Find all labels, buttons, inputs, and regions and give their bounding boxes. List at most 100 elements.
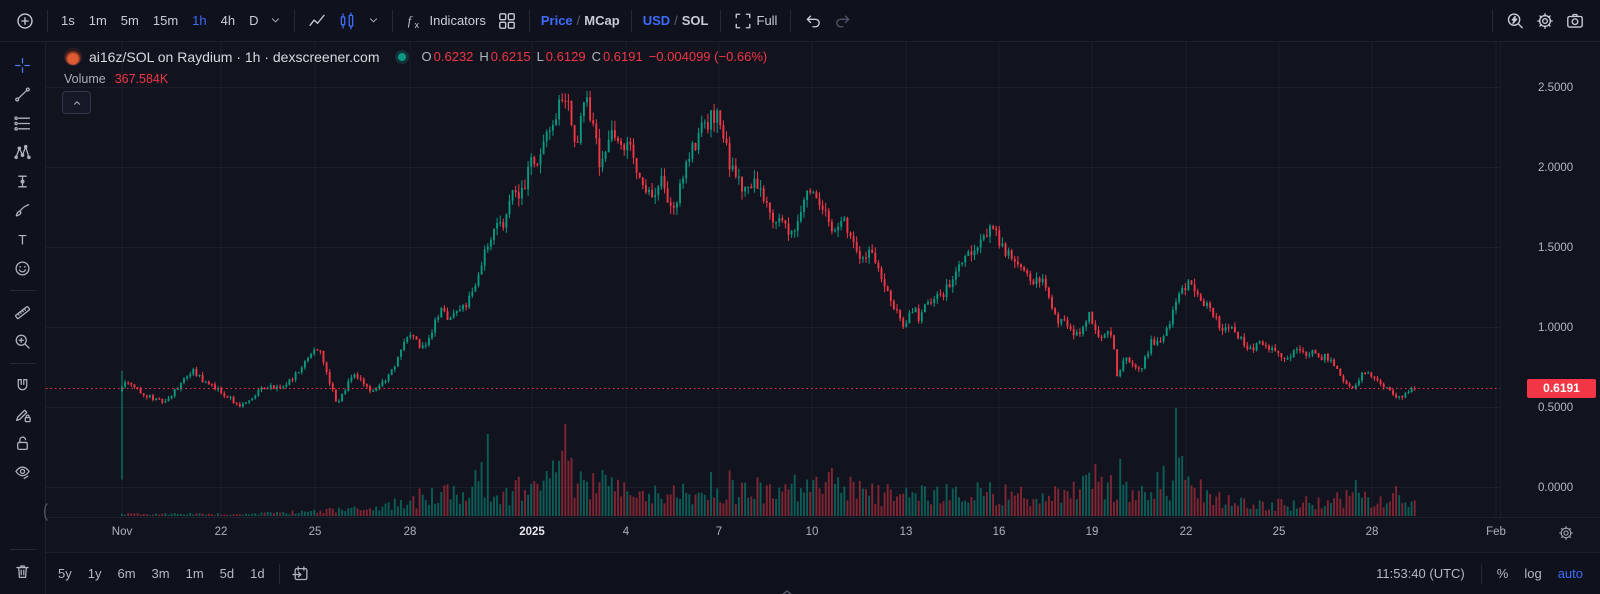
time-axis-label: 16 (992, 526, 1006, 538)
redo-button[interactable] (828, 8, 858, 34)
compare-add-button[interactable] (10, 8, 40, 34)
snapshot-button[interactable] (1560, 8, 1590, 34)
camera-icon (1566, 12, 1584, 30)
axis-settings-gear-icon[interactable] (1558, 525, 1574, 546)
emoji-tool[interactable] (7, 254, 39, 283)
remove-drawings-button[interactable] (7, 557, 39, 586)
brush-tool[interactable] (7, 196, 39, 225)
drawing-toolbar: T (0, 42, 46, 594)
price-chart[interactable] (46, 42, 1500, 517)
panel-resize-grip[interactable] (779, 584, 795, 594)
price-axis-label: 1.5000 (1538, 241, 1574, 254)
timeframe-menu-button[interactable] (264, 11, 287, 30)
volume-label[interactable]: Volume (64, 72, 106, 86)
crosshair-icon (14, 57, 31, 74)
trend-line-tool[interactable] (7, 80, 39, 109)
go-to-date-button[interactable] (286, 561, 315, 586)
time-axis-label: 22 (1179, 526, 1193, 538)
low-value: 0.6129 (545, 49, 586, 64)
timeframe-1s[interactable]: 1s (55, 9, 81, 32)
xabcd-icon (14, 144, 31, 161)
auto-scale-button[interactable]: auto (1551, 562, 1590, 585)
chevron-down-icon (368, 15, 379, 26)
toolbar-divider (790, 9, 792, 32)
toolbar-divider (294, 9, 296, 32)
legend-volume-row: Volume 367.584K (64, 69, 767, 89)
fib-retracement-tool[interactable] (7, 109, 39, 138)
crosshair-tool[interactable] (7, 51, 39, 80)
legend-symbol-row: ai16z/SOL on Raydium · 1h · dexscreener.… (64, 47, 767, 67)
range-5d[interactable]: 5d (212, 562, 242, 585)
open-label: O (421, 49, 432, 64)
time-axis-label: Nov (111, 526, 133, 538)
emoji-icon (14, 260, 31, 277)
usd-sol-toggle[interactable]: USD / SOL (639, 13, 713, 28)
chart-type-menu-button[interactable] (362, 11, 385, 30)
magnet-mode-button[interactable] (7, 371, 39, 400)
symbol-title[interactable]: ai16z/SOL on Raydium · 1h · dexscreener.… (89, 49, 380, 65)
undo-button[interactable] (798, 8, 828, 34)
text-icon: T (14, 231, 31, 248)
text-tool[interactable]: T (7, 225, 39, 254)
candles-chart-type-button[interactable] (332, 8, 362, 34)
toolbar-divider (1492, 9, 1493, 32)
log-scale-button[interactable]: log (1517, 562, 1548, 585)
grid-layer (46, 42, 1500, 517)
time-axis-label: 22 (214, 526, 228, 538)
magnet-icon (14, 377, 31, 394)
measure-tool[interactable] (7, 298, 39, 327)
gear-icon (1536, 12, 1554, 30)
range-5y[interactable]: 5y (50, 562, 80, 585)
clock[interactable]: 11:53:40 (UTC) (1376, 566, 1465, 581)
zoom-in-tool[interactable] (7, 327, 39, 356)
percent-scale-button[interactable]: % (1490, 562, 1516, 585)
range-1d[interactable]: 1d (242, 562, 272, 585)
layout-grid-icon (498, 12, 516, 30)
fullscreen-label: Full (756, 13, 778, 28)
eye-icon (14, 464, 31, 481)
range-1m[interactable]: 1m (178, 562, 212, 585)
lock-drawings-button[interactable] (7, 429, 39, 458)
sol-mode-label[interactable]: SOL (681, 13, 709, 28)
close-label: C (591, 49, 601, 64)
time-axis-label: 10 (805, 526, 819, 538)
stay-in-drawing-mode-button[interactable] (7, 400, 39, 429)
usd-mode-label[interactable]: USD (642, 13, 671, 28)
undo-icon (804, 12, 822, 30)
hide-drawings-button[interactable] (7, 458, 39, 487)
close-value: 0.6191 (602, 49, 643, 64)
chart-surface[interactable] (46, 42, 1600, 552)
line-chart-type-button[interactable] (302, 8, 332, 34)
bolt-search-icon (1506, 12, 1524, 30)
settings-button[interactable] (1530, 8, 1560, 34)
timeframe-4h[interactable]: 4h (215, 9, 241, 32)
calendar-icon (292, 565, 309, 582)
quick-search-button[interactable] (1500, 8, 1530, 34)
toolbar-collapse-handle[interactable] (40, 500, 50, 524)
price-mcap-toggle[interactable]: Price / MCap (537, 13, 624, 28)
fullscreen-button[interactable]: Full (728, 8, 784, 34)
time-axis[interactable]: Nov 22 25 28 2025 4 7 10 13 16 19 22 25 28 Feb (46, 517, 1600, 553)
mcap-mode-label[interactable]: MCap (584, 13, 620, 28)
xabcd-pattern-tool[interactable] (7, 138, 39, 167)
legend-collapse-button[interactable] (62, 91, 91, 114)
timeframe-5m[interactable]: 5m (115, 9, 145, 32)
layout-grid-button[interactable] (492, 8, 522, 34)
range-6m[interactable]: 6m (109, 562, 143, 585)
timeframe-D[interactable]: D (243, 9, 264, 32)
timeframe-1h[interactable]: 1h (186, 9, 212, 32)
drawing-tools-group: T (0, 51, 45, 487)
time-axis-label: 13 (899, 526, 913, 538)
toolbar-divider (630, 9, 632, 32)
range-group: 5y 1y 6m 3m 1m 5d 1d (50, 562, 273, 585)
plus-circle-icon (16, 12, 34, 30)
timeframe-15m[interactable]: 15m (147, 9, 184, 32)
timeframe-1m[interactable]: 1m (83, 9, 113, 32)
range-3m[interactable]: 3m (144, 562, 178, 585)
projection-tool[interactable] (7, 167, 39, 196)
range-1y[interactable]: 1y (80, 562, 110, 585)
price-mode-label[interactable]: Price (540, 13, 573, 28)
toolbar-divider (47, 9, 48, 32)
